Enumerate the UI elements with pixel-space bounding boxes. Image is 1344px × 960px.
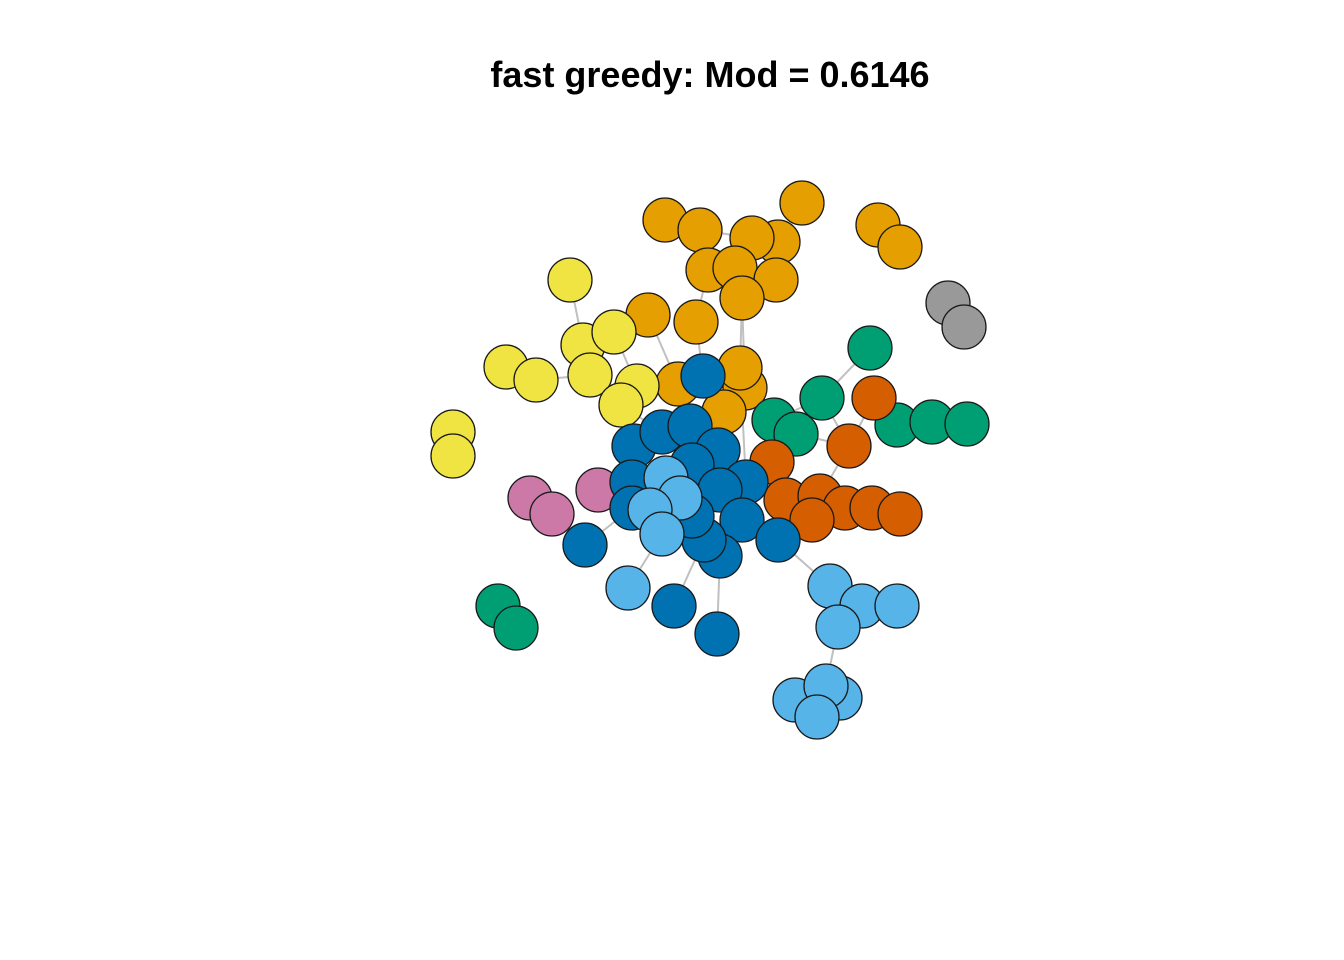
- graph-node-green: [493, 605, 539, 651]
- graph-node-orange: [673, 299, 719, 345]
- graph-node-blue: [719, 497, 765, 543]
- graph-node-yellow: [430, 433, 476, 479]
- graph-node-pink: [529, 491, 575, 537]
- graph-node-yellow: [567, 352, 613, 398]
- graph-node-green: [799, 375, 845, 421]
- graph-node-orange: [877, 224, 923, 270]
- graph-node-gray: [941, 304, 987, 350]
- graph-node-blue: [562, 522, 608, 568]
- graph-node-green: [944, 401, 990, 447]
- graph-node-sky: [639, 511, 685, 557]
- graph-node-sky: [794, 694, 840, 740]
- graph-node-sky: [815, 604, 861, 650]
- graph-node-orange: [779, 180, 825, 226]
- graph-node-sky: [874, 583, 920, 629]
- nodes-layer: [430, 180, 990, 740]
- graph-node-vermillion: [877, 491, 923, 537]
- graph-node-green: [847, 325, 893, 371]
- graph-node-vermillion: [826, 423, 872, 469]
- graph-node-blue: [680, 353, 726, 399]
- graph-node-vermillion: [789, 497, 835, 543]
- plot-title: fast greedy: Mod = 0.6146: [490, 54, 930, 95]
- graph-node-blue: [694, 611, 740, 657]
- graph-node-yellow: [591, 309, 637, 355]
- graph-node-yellow: [513, 357, 559, 403]
- graph-node-orange: [719, 275, 765, 321]
- graph-node-blue: [755, 517, 801, 563]
- graph-node-sky: [605, 565, 651, 611]
- graph-node-vermillion: [851, 375, 897, 421]
- graph-node-yellow: [547, 257, 593, 303]
- graph-node-blue: [651, 583, 697, 629]
- graph-node-orange: [717, 345, 763, 391]
- graph-node-orange: [677, 207, 723, 253]
- graph-node-yellow: [598, 382, 644, 428]
